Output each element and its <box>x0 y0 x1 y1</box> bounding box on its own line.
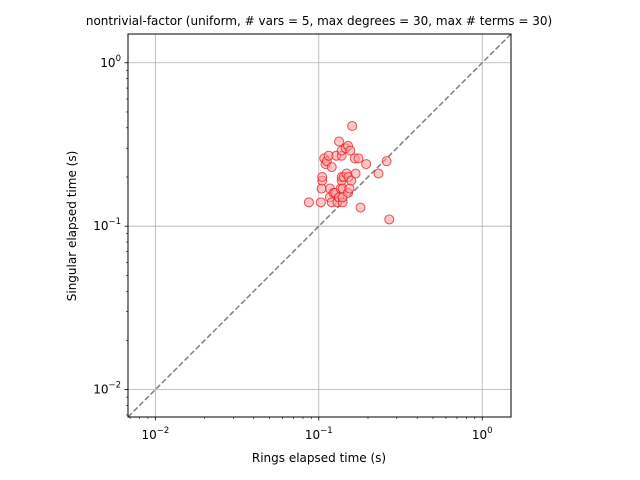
y-axis-title: Singular elapsed time (s) <box>65 151 79 302</box>
y-tick-exponent: 0 <box>116 54 121 64</box>
x-tick-base: 10 <box>472 428 487 442</box>
x-axis-title: Rings elapsed time (s) <box>252 451 386 465</box>
y-tick-label: 100 <box>100 54 121 70</box>
scatter-point <box>350 168 361 179</box>
scatter-point <box>326 162 337 173</box>
scatter-point <box>334 136 345 147</box>
scatter-point <box>303 197 314 208</box>
x-tick-label: 10−1 <box>305 426 333 442</box>
scatter-point <box>361 159 372 170</box>
x-tick-exponent: 0 <box>487 426 492 436</box>
scatter-point <box>384 214 395 225</box>
x-tick-exponent: −1 <box>320 426 333 436</box>
x-tick-label: 10−2 <box>141 426 169 442</box>
x-tick-base: 10 <box>141 428 156 442</box>
scatter-point <box>381 156 392 167</box>
y-tick-label: 10−1 <box>93 217 121 233</box>
scatter-point <box>345 145 356 156</box>
diagonal-reference-line <box>127 33 512 418</box>
y-tick-exponent: −2 <box>108 381 121 391</box>
scatter-point <box>373 168 384 179</box>
scatter-point <box>347 121 358 132</box>
y-tick-base: 10 <box>93 219 108 233</box>
scatter-point <box>317 172 328 183</box>
data-points <box>303 121 395 225</box>
y-tick-label: 10−2 <box>93 381 121 397</box>
chart-title: nontrivial-factor (uniform, # vars = 5, … <box>86 14 552 28</box>
x-tick-exponent: −2 <box>157 426 170 436</box>
scatter-point <box>355 202 366 213</box>
scatter-point <box>315 197 326 208</box>
scatter-point <box>353 153 364 164</box>
reference-line <box>127 33 512 418</box>
scatter-point <box>346 175 357 186</box>
x-tick-base: 10 <box>305 428 320 442</box>
y-tick-exponent: −1 <box>108 217 121 227</box>
plot-frame <box>127 33 512 418</box>
y-tick-base: 10 <box>93 383 108 397</box>
y-tick-base: 10 <box>100 56 115 70</box>
x-axis-ticks: 10−2 10−1 100 <box>129 417 493 442</box>
grid-lines <box>128 34 511 417</box>
x-tick-label: 100 <box>472 426 493 442</box>
